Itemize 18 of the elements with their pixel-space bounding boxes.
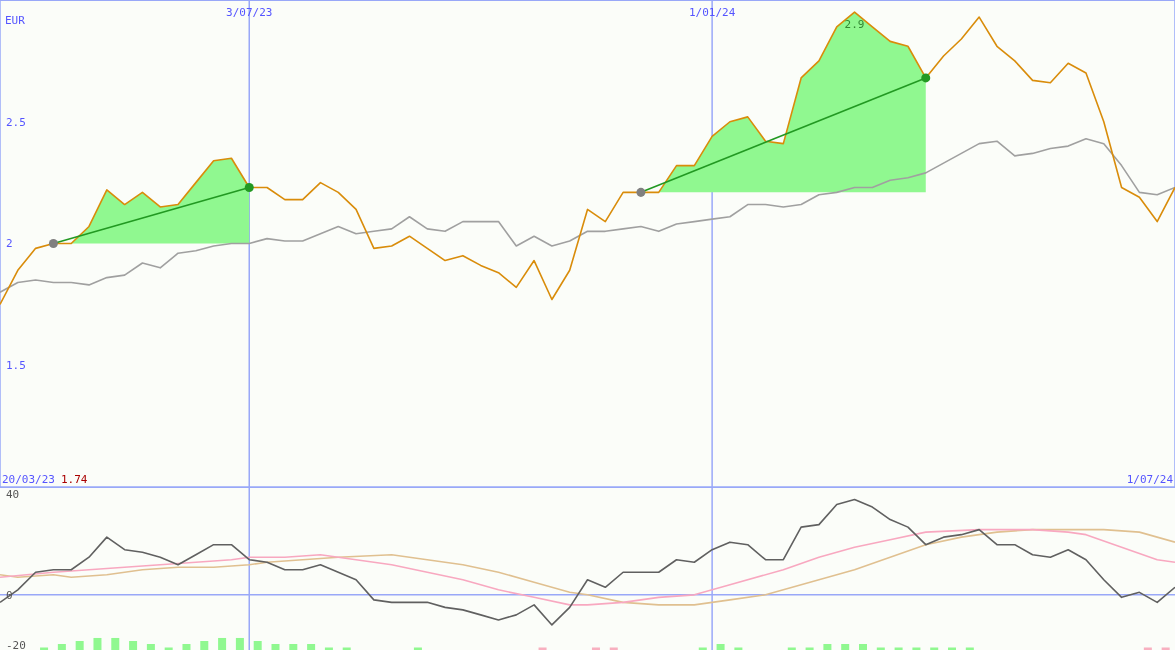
line-series <box>0 528 1175 606</box>
x-tick-label: 1/01/24 <box>688 5 736 19</box>
point <box>636 187 646 197</box>
y-tick-label: 2.5 <box>6 115 26 129</box>
y-tick-label: -20 <box>6 638 26 650</box>
annotation: 20/03/23 <box>2 473 55 486</box>
point <box>244 182 254 192</box>
line-series <box>0 498 1175 626</box>
line-series <box>0 137 1175 293</box>
annotation: 1.74 <box>60 473 88 486</box>
point <box>48 238 58 249</box>
y-tick-label: 40 <box>6 488 20 502</box>
y-tick-label: 1.5 <box>6 359 26 373</box>
point <box>921 73 931 83</box>
y-tick-label: 2 <box>6 237 13 251</box>
annotation: 1/07/24 <box>1126 473 1173 486</box>
annotation: 2.9 <box>844 17 865 31</box>
y-axis-title: EUR <box>5 14 25 27</box>
